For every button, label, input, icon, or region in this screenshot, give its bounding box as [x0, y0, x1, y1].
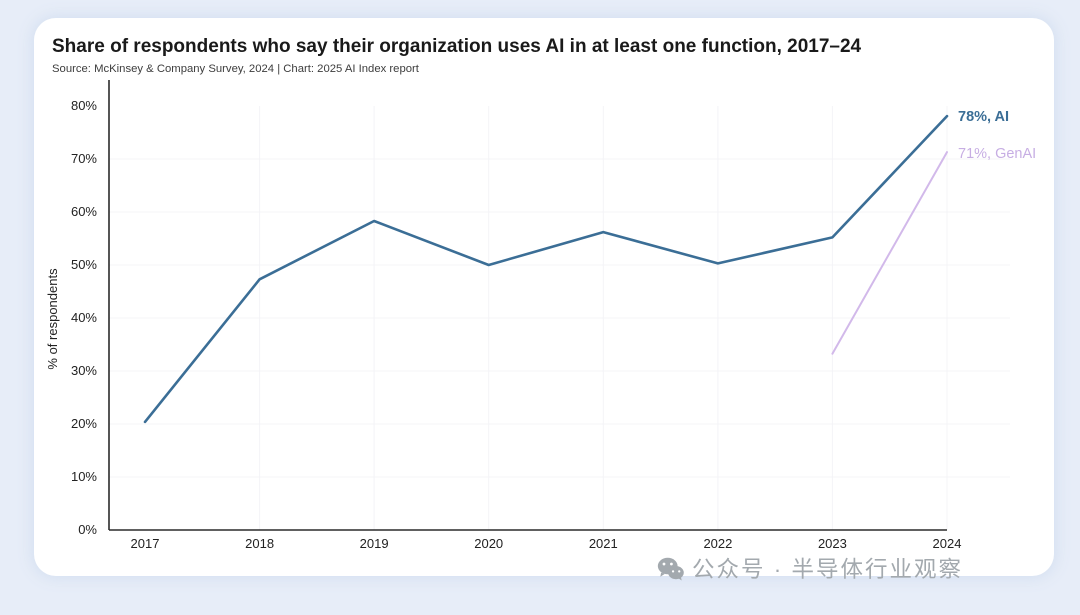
svg-text:78%, AI: 78%, AI [958, 109, 1009, 125]
svg-text:10%: 10% [71, 469, 97, 484]
svg-text:71%, GenAI: 71%, GenAI [958, 146, 1036, 162]
svg-text:20%: 20% [71, 416, 97, 431]
svg-text:0%: 0% [78, 522, 97, 537]
svg-text:2017: 2017 [131, 536, 160, 551]
svg-text:2022: 2022 [703, 536, 732, 551]
svg-text:2019: 2019 [360, 536, 389, 551]
svg-text:60%: 60% [71, 204, 97, 219]
svg-text:2018: 2018 [245, 536, 274, 551]
svg-text:80%: 80% [71, 98, 97, 113]
svg-text:40%: 40% [71, 310, 97, 325]
svg-text:2020: 2020 [474, 536, 503, 551]
svg-text:2024: 2024 [933, 536, 962, 551]
svg-text:2023: 2023 [818, 536, 847, 551]
svg-text:70%: 70% [71, 151, 97, 166]
svg-text:2021: 2021 [589, 536, 618, 551]
svg-text:% of respondents: % of respondents [45, 268, 60, 370]
svg-text:30%: 30% [71, 363, 97, 378]
svg-text:50%: 50% [71, 257, 97, 272]
